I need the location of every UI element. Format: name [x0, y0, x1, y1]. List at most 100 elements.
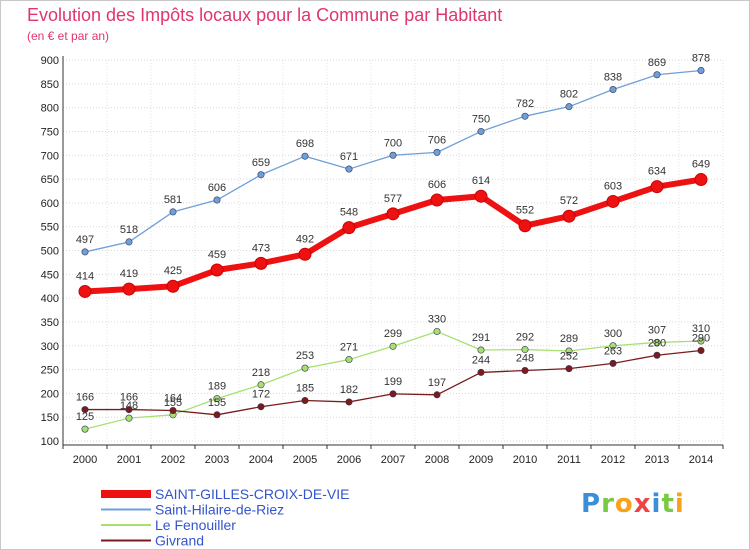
data-point: [389, 151, 397, 159]
data-label: 271: [340, 342, 358, 354]
data-point: [345, 165, 353, 173]
data-point: [565, 103, 573, 111]
data-point: [694, 173, 708, 187]
data-point: [653, 71, 661, 79]
data-point: [477, 127, 485, 135]
data-point: [430, 193, 444, 207]
y-tick-label: 350: [41, 317, 59, 329]
data-label: 838: [604, 72, 622, 84]
logo-letter: t: [661, 489, 675, 519]
data-label: 606: [208, 182, 226, 194]
data-label: 166: [120, 392, 138, 404]
data-label: 649: [692, 159, 710, 171]
data-label: 548: [340, 207, 358, 219]
data-label: 189: [208, 381, 226, 393]
data-label: 307: [648, 324, 666, 336]
data-label: 671: [340, 151, 358, 163]
data-point: [389, 390, 397, 398]
data-label: 698: [296, 138, 314, 150]
data-label: 155: [164, 397, 182, 409]
data-point: [81, 425, 89, 433]
legend-label: Le Fenouiller: [155, 517, 236, 533]
data-label: 572: [560, 195, 578, 207]
data-label: 492: [296, 233, 314, 245]
data-point: [433, 391, 441, 399]
data-point: [169, 208, 177, 216]
data-point: [81, 248, 89, 256]
data-label: 291: [472, 332, 490, 344]
data-label: 414: [76, 270, 94, 282]
data-label: 182: [340, 384, 358, 396]
data-label: 330: [428, 313, 446, 325]
data-label: 581: [164, 194, 182, 206]
data-point: [521, 112, 529, 120]
y-tick-label: 450: [41, 269, 59, 281]
data-label: 878: [692, 52, 710, 64]
y-tick-label: 400: [41, 293, 59, 305]
data-point: [169, 407, 177, 415]
x-tick-label: 2008: [425, 454, 449, 466]
data-point: [697, 347, 705, 355]
data-point: [609, 86, 617, 94]
data-label: 497: [76, 234, 94, 246]
data-point: [565, 365, 573, 373]
x-tick-label: 2001: [117, 454, 141, 466]
data-point: [81, 406, 89, 414]
data-label: 869: [648, 57, 666, 69]
data-label: 155: [208, 397, 226, 409]
y-tick-label: 550: [41, 222, 59, 234]
x-tick-label: 2003: [205, 454, 229, 466]
data-label: 166: [76, 392, 94, 404]
data-label: 197: [428, 377, 446, 389]
x-tick-label: 2010: [513, 454, 537, 466]
data-label: 185: [296, 383, 314, 395]
data-point: [562, 209, 576, 223]
logo-letter: o: [614, 489, 634, 519]
x-tick-label: 2007: [381, 454, 405, 466]
data-label: 289: [560, 333, 578, 345]
data-label: 425: [164, 265, 182, 277]
y-tick-label: 200: [41, 388, 59, 400]
y-tick-label: 750: [41, 126, 59, 138]
data-point: [518, 219, 532, 233]
data-point: [78, 284, 92, 298]
logo-letter: i: [674, 489, 685, 519]
data-label: 199: [384, 376, 402, 388]
x-tick-label: 2002: [161, 454, 185, 466]
data-point: [386, 207, 400, 221]
data-label: 253: [296, 350, 314, 362]
data-point: [521, 346, 529, 354]
y-tick-label: 300: [41, 341, 59, 353]
data-point: [125, 406, 133, 414]
data-label: 299: [384, 328, 402, 340]
data-label: 244: [472, 354, 490, 366]
y-tick-label: 600: [41, 198, 59, 210]
data-point: [433, 148, 441, 156]
data-label: 782: [516, 98, 534, 110]
y-tick-label: 500: [41, 246, 59, 258]
data-label: 614: [472, 175, 490, 187]
x-tick-label: 2009: [469, 454, 493, 466]
series-line: [84, 69, 702, 253]
data-label: 172: [252, 389, 270, 401]
data-point: [477, 346, 485, 354]
data-point: [257, 171, 265, 179]
data-point: [653, 351, 661, 359]
chart-title: Evolution des Impôts locaux pour la Comm…: [27, 5, 503, 25]
data-label: 252: [560, 351, 578, 363]
y-tick-label: 800: [41, 103, 59, 115]
data-point: [433, 327, 441, 335]
data-point: [210, 263, 224, 277]
x-tick-label: 2011: [557, 454, 581, 466]
data-point: [565, 347, 573, 355]
x-tick-label: 2006: [337, 454, 361, 466]
y-tick-label: 900: [41, 55, 59, 67]
x-tick-label: 2012: [601, 454, 625, 466]
data-label: 700: [384, 137, 402, 149]
y-tick-label: 700: [41, 150, 59, 162]
data-point: [125, 414, 133, 422]
data-point: [166, 279, 180, 293]
data-point: [653, 338, 661, 346]
x-tick-label: 2005: [293, 454, 317, 466]
